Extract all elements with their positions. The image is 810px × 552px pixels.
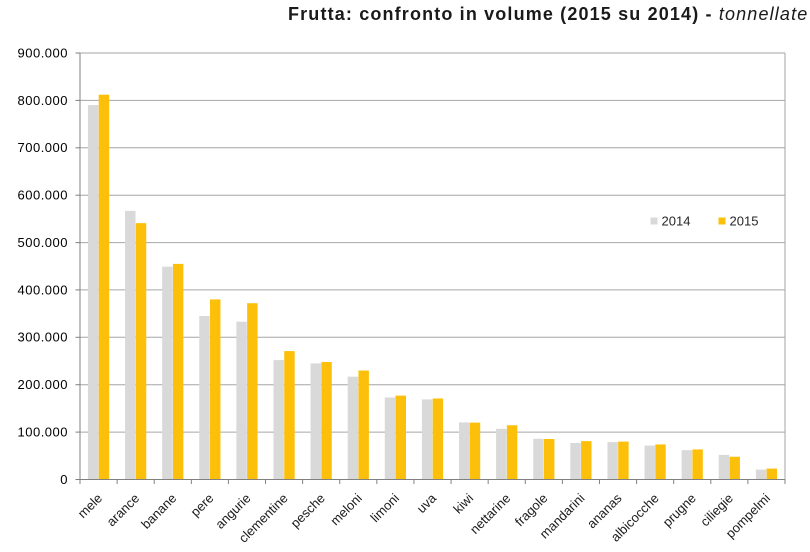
- svg-text:nettarine: nettarine: [467, 491, 513, 537]
- svg-text:2015: 2015: [730, 214, 759, 229]
- svg-text:pesche: pesche: [288, 491, 328, 531]
- svg-text:700.000: 700.000: [18, 140, 69, 155]
- svg-text:100.000: 100.000: [18, 425, 69, 440]
- svg-text:300.000: 300.000: [18, 330, 69, 345]
- svg-text:meloni: meloni: [327, 490, 365, 528]
- svg-text:banane: banane: [138, 491, 179, 532]
- svg-text:arance: arance: [104, 491, 143, 530]
- svg-text:900.000: 900.000: [18, 45, 69, 60]
- svg-text:2014: 2014: [662, 214, 691, 229]
- svg-text:200.000: 200.000: [18, 377, 69, 392]
- svg-text:600.000: 600.000: [18, 188, 69, 203]
- svg-text:0: 0: [60, 472, 68, 487]
- svg-text:kiwi: kiwi: [450, 490, 476, 516]
- svg-text:uva: uva: [414, 490, 440, 516]
- svg-text:500.000: 500.000: [18, 235, 69, 250]
- svg-text:mele: mele: [75, 491, 106, 522]
- svg-text:800.000: 800.000: [18, 93, 69, 108]
- svg-text:400.000: 400.000: [18, 282, 69, 297]
- svg-text:limoni: limoni: [367, 490, 402, 525]
- svg-text:pere: pere: [187, 491, 216, 520]
- svg-text:prugne: prugne: [660, 491, 699, 530]
